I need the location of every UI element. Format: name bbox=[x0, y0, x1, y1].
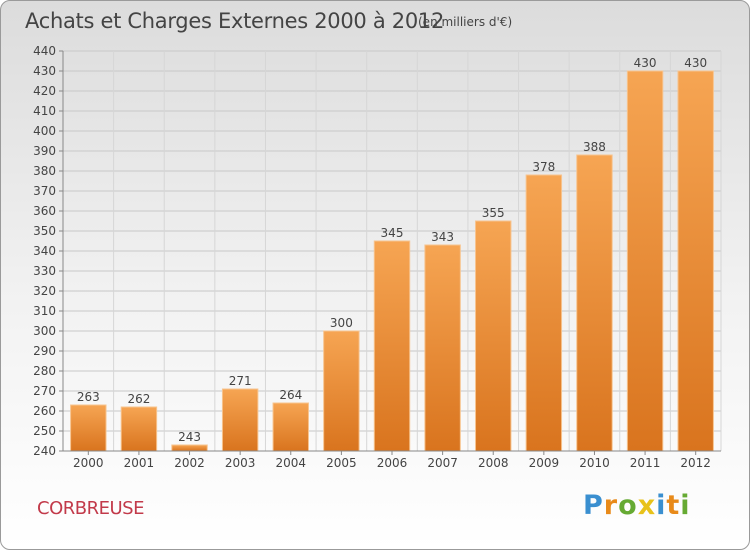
x-tick-label: 2006 bbox=[377, 456, 408, 470]
x-tick-label: 2011 bbox=[630, 456, 661, 470]
data-label: 343 bbox=[431, 230, 454, 244]
y-tick-label: 390 bbox=[33, 144, 56, 158]
bar-2009 bbox=[525, 174, 563, 452]
data-label: 388 bbox=[583, 140, 606, 154]
y-tick-label: 410 bbox=[33, 104, 56, 118]
y-tick-label: 380 bbox=[33, 164, 56, 178]
y-tick-label: 280 bbox=[33, 364, 56, 378]
logo-letter: o bbox=[618, 490, 638, 521]
bar-2010 bbox=[576, 154, 613, 452]
bar-2003 bbox=[221, 388, 259, 452]
logo-letter: P bbox=[583, 490, 604, 521]
x-tick-label: 2003 bbox=[225, 456, 256, 470]
data-label: 355 bbox=[482, 206, 505, 220]
data-label: 262 bbox=[127, 392, 150, 406]
x-tick-label: 2012 bbox=[680, 456, 711, 470]
logo-letter: i bbox=[680, 490, 691, 521]
x-tick-label: 2007 bbox=[427, 456, 458, 470]
bar-2007 bbox=[424, 244, 461, 452]
bars: 263 262 243 271 264 300 345 343 355 378 388 430 430 bbox=[70, 56, 714, 452]
y-tick-label: 350 bbox=[33, 224, 56, 238]
y-tick-label: 270 bbox=[33, 384, 56, 398]
bar-2000 bbox=[70, 404, 107, 452]
logo-letter: i bbox=[656, 490, 667, 521]
y-tick-label: 340 bbox=[33, 244, 56, 258]
y-tick-label: 310 bbox=[33, 304, 56, 318]
bar-2002 bbox=[171, 444, 208, 452]
bar-2004 bbox=[272, 402, 309, 452]
data-label: 264 bbox=[279, 388, 302, 402]
data-label: 378 bbox=[532, 160, 555, 174]
y-tick-label: 290 bbox=[33, 344, 56, 358]
x-tick-label: 2001 bbox=[124, 456, 155, 470]
data-label: 243 bbox=[178, 430, 201, 444]
y-tick-label: 440 bbox=[33, 44, 56, 58]
y-tick-label: 370 bbox=[33, 184, 56, 198]
y-tick-label: 330 bbox=[33, 264, 56, 278]
data-label: 300 bbox=[330, 316, 353, 330]
axes: 240 250 260 270 280 290 300 310 320 330 340 350 360 3… bbox=[33, 44, 721, 470]
y-tick-label: 250 bbox=[33, 424, 56, 438]
y-tick-label: 320 bbox=[33, 284, 56, 298]
x-tick-label: 2009 bbox=[529, 456, 560, 470]
data-label: 263 bbox=[77, 390, 100, 404]
data-label: 430 bbox=[684, 56, 707, 70]
bar-2006 bbox=[373, 240, 411, 452]
bar-2005 bbox=[323, 330, 360, 452]
y-tick-label: 430 bbox=[33, 64, 56, 78]
y-tick-label: 360 bbox=[33, 204, 56, 218]
y-tick-label: 400 bbox=[33, 124, 56, 138]
logo-letter: t bbox=[666, 490, 681, 521]
y-tick-label: 300 bbox=[33, 324, 56, 338]
bar-2001 bbox=[120, 406, 158, 452]
chart-subtitle: (en milliers d'€) bbox=[418, 15, 513, 29]
data-label: 430 bbox=[634, 56, 657, 70]
x-tick-label: 2010 bbox=[579, 456, 610, 470]
x-tick-label: 2005 bbox=[326, 456, 357, 470]
bar-2011 bbox=[626, 70, 664, 452]
y-tick-label: 240 bbox=[33, 444, 56, 458]
bar-2008 bbox=[475, 220, 512, 452]
data-label: 345 bbox=[381, 226, 404, 240]
x-tick-label: 2000 bbox=[73, 456, 104, 470]
bar-2012 bbox=[677, 70, 714, 452]
location-label: CORBREUSE bbox=[37, 498, 144, 519]
chart-title: Achats et Charges Externes 2000 à 2012 bbox=[25, 9, 445, 33]
logo-letter: r bbox=[603, 490, 619, 521]
logo-letter: x bbox=[637, 490, 657, 521]
x-tick-label: 2008 bbox=[478, 456, 509, 470]
y-tick-label: 420 bbox=[33, 84, 56, 98]
x-tick-label: 2002 bbox=[174, 456, 205, 470]
proxiti-logo: Proxiti bbox=[583, 490, 691, 521]
data-label: 271 bbox=[229, 374, 252, 388]
y-tick-label: 260 bbox=[33, 404, 56, 418]
x-tick-label: 2004 bbox=[275, 456, 306, 470]
